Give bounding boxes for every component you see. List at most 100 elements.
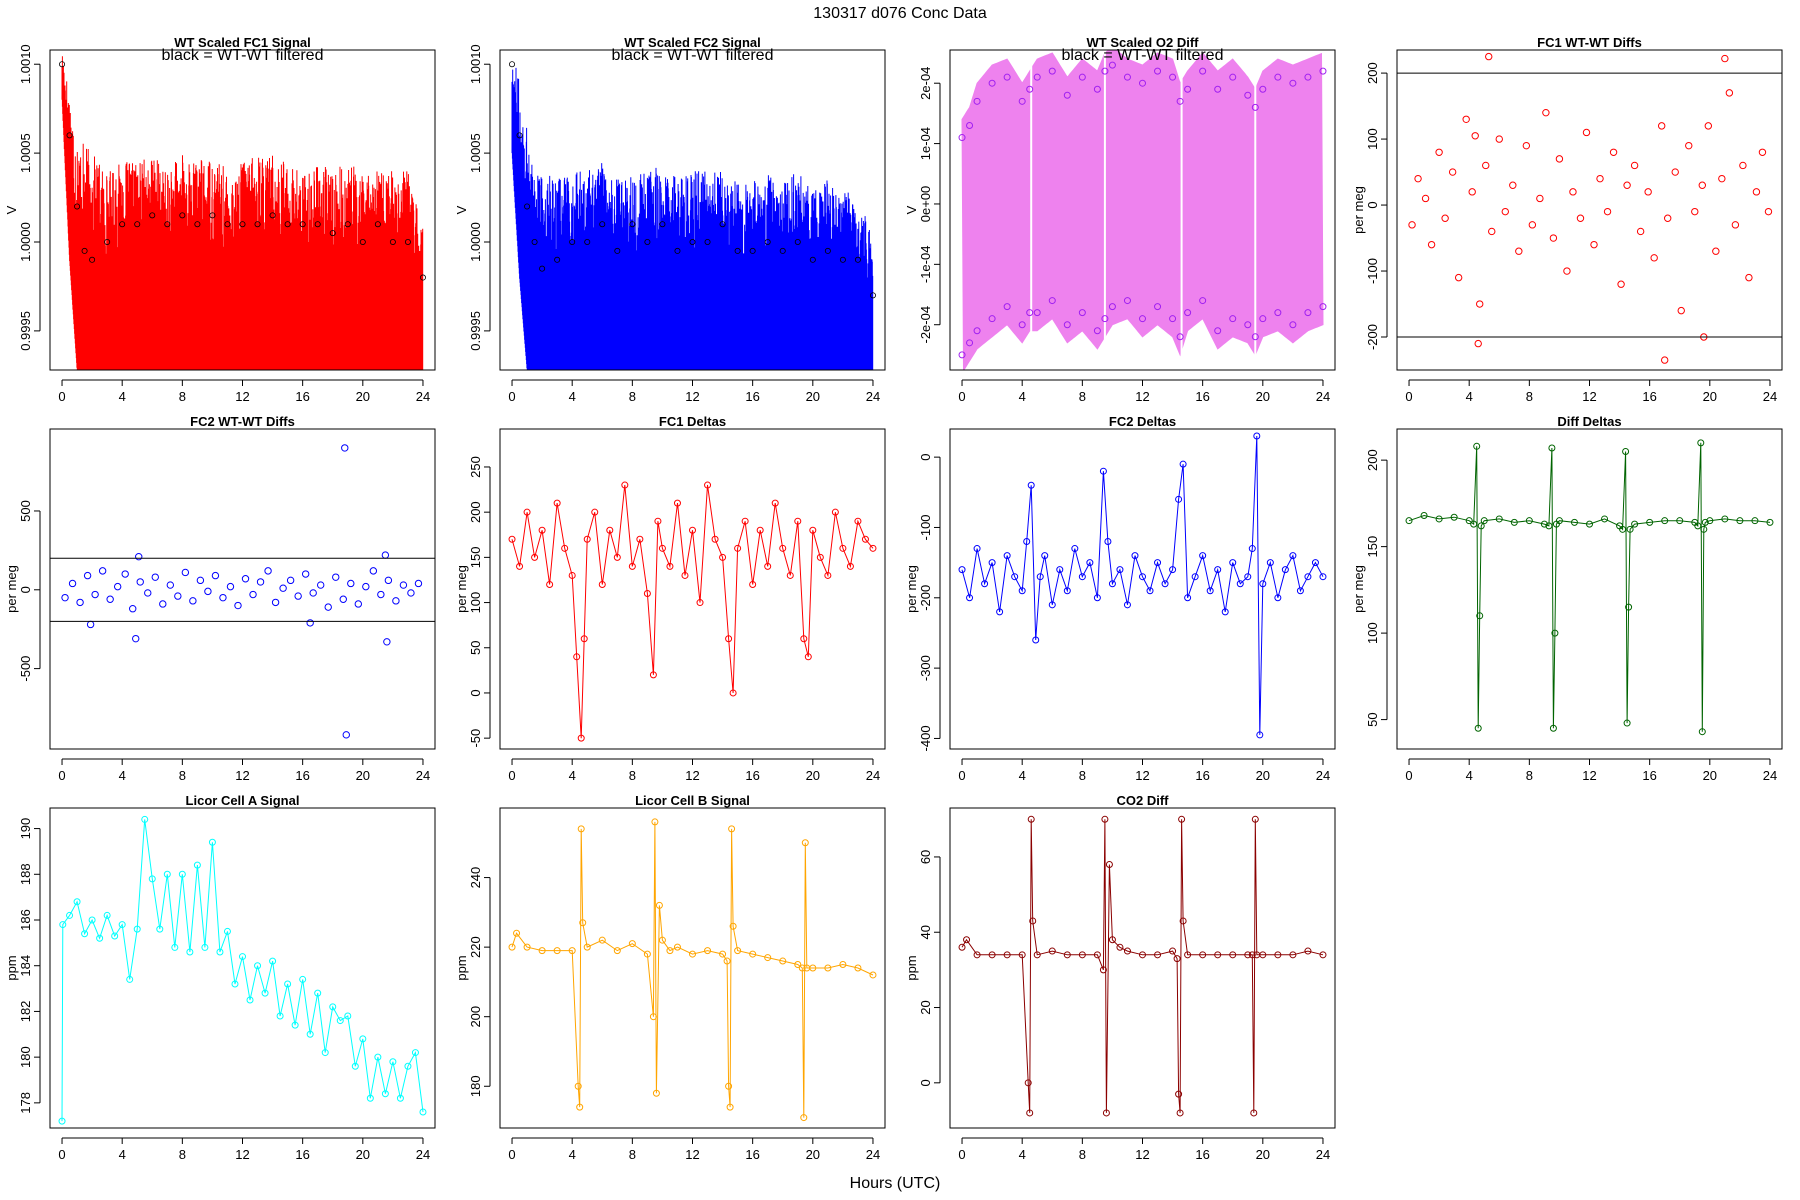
data-point bbox=[643, 590, 651, 598]
data-point bbox=[831, 508, 839, 516]
data-point bbox=[1236, 580, 1244, 588]
data-point bbox=[141, 815, 149, 823]
filtered-point bbox=[509, 61, 516, 68]
lower-point bbox=[1251, 333, 1259, 341]
filtered-point bbox=[329, 230, 336, 237]
filtered-point bbox=[89, 256, 96, 263]
data-point bbox=[1694, 522, 1702, 530]
filtered-point bbox=[314, 221, 321, 228]
data-point bbox=[309, 589, 317, 597]
data-point bbox=[513, 929, 521, 937]
data-point bbox=[366, 1094, 374, 1102]
filtered-point bbox=[284, 221, 291, 228]
data-point bbox=[577, 734, 585, 742]
data-point bbox=[779, 544, 787, 552]
figure-title: 130317 d076 Conc Data bbox=[813, 5, 987, 22]
data-point bbox=[129, 605, 137, 613]
data-point bbox=[1661, 517, 1669, 525]
data-point bbox=[598, 580, 606, 588]
y-tick-label: 50 bbox=[1365, 712, 1380, 726]
data-point bbox=[854, 964, 862, 972]
plot-frame bbox=[499, 49, 886, 371]
data-point bbox=[649, 671, 657, 679]
data-point bbox=[1495, 515, 1503, 523]
data-point bbox=[1548, 444, 1556, 452]
filtered-point bbox=[404, 238, 411, 245]
filtered-point bbox=[809, 256, 816, 263]
y-axis-label: V bbox=[904, 205, 919, 214]
x-tick-label: 4 bbox=[119, 389, 126, 404]
data-point bbox=[392, 597, 400, 605]
data-point bbox=[800, 1114, 808, 1122]
y-axis-label: per meg bbox=[1351, 565, 1366, 613]
chart-panel: 0 4 8 12 16 20 24 -50 0 50 100 150 200 250 FC1 Deltas p… bbox=[454, 414, 886, 783]
data-point bbox=[1676, 517, 1684, 525]
data-point bbox=[728, 825, 736, 833]
data-point bbox=[241, 575, 250, 583]
data-point bbox=[1184, 594, 1192, 602]
data-point bbox=[1739, 161, 1747, 170]
y-axis-label: per meg bbox=[4, 565, 19, 613]
x-tick-label: 24 bbox=[866, 389, 880, 404]
data-point bbox=[231, 980, 239, 988]
plot-frame bbox=[49, 428, 436, 750]
data-point bbox=[1603, 207, 1612, 216]
data-point bbox=[156, 925, 164, 933]
data-point bbox=[689, 950, 696, 958]
data-point bbox=[96, 934, 104, 942]
data-point bbox=[226, 582, 235, 591]
panel-title: WT Scaled O2 Diff bbox=[1087, 35, 1200, 50]
lower-point bbox=[1244, 321, 1252, 329]
y-axis-label: per meg bbox=[1351, 186, 1366, 234]
data-point bbox=[1473, 442, 1481, 450]
data-point bbox=[135, 552, 143, 561]
data-point bbox=[1421, 194, 1430, 203]
data-point bbox=[1515, 247, 1523, 255]
data-point bbox=[1161, 580, 1169, 588]
signal-band bbox=[61, 56, 424, 370]
y-axis-label: V bbox=[4, 205, 19, 214]
data-point bbox=[1480, 517, 1488, 525]
y-tick-label: 240 bbox=[468, 867, 483, 889]
data-point bbox=[1576, 214, 1585, 222]
data-point bbox=[1048, 947, 1056, 955]
plot-area bbox=[958, 815, 1327, 1117]
data-point bbox=[86, 620, 95, 629]
x-tick-label: 16 bbox=[295, 768, 309, 783]
data-point bbox=[1650, 254, 1658, 262]
x-tick-label: 24 bbox=[1316, 768, 1330, 783]
y-tick-label: 20 bbox=[918, 1000, 933, 1014]
data-point bbox=[613, 553, 621, 561]
x-tick-label: 8 bbox=[629, 768, 636, 783]
plot-area bbox=[61, 444, 423, 739]
y-tick-label: -200 bbox=[1365, 324, 1380, 350]
data-point bbox=[1154, 951, 1162, 959]
data-point bbox=[193, 861, 201, 869]
data-point bbox=[1510, 518, 1518, 526]
data-point bbox=[81, 930, 89, 938]
plot-frame bbox=[1396, 428, 1783, 750]
data-point bbox=[1697, 439, 1705, 447]
data-point bbox=[1691, 207, 1699, 216]
data-point bbox=[1745, 273, 1753, 282]
y-tick-label: 50 bbox=[468, 641, 483, 655]
data-point bbox=[1018, 587, 1026, 595]
filtered-point bbox=[74, 203, 81, 210]
lower-point bbox=[1259, 315, 1267, 323]
y-tick-label: 200 bbox=[1365, 449, 1380, 471]
upper-point bbox=[1214, 85, 1222, 93]
data-point bbox=[1304, 573, 1312, 581]
data-point bbox=[1622, 447, 1630, 455]
data-point bbox=[1596, 174, 1604, 183]
data-point bbox=[1450, 513, 1458, 521]
series-line bbox=[961, 435, 1324, 735]
data-point bbox=[1256, 731, 1264, 739]
data-point bbox=[553, 499, 561, 507]
data-point bbox=[1764, 207, 1773, 216]
chart-panel: 0 4 8 12 16 20 24 0 20 40 60 CO2 Diff ppm bbox=[904, 793, 1336, 1162]
y-tick-label: 220 bbox=[468, 936, 483, 958]
data-point bbox=[321, 1049, 329, 1057]
x-tick-label: 20 bbox=[356, 768, 370, 783]
x-tick-label: 16 bbox=[295, 1147, 309, 1162]
y-tick-label: 1.0010 bbox=[18, 44, 33, 84]
